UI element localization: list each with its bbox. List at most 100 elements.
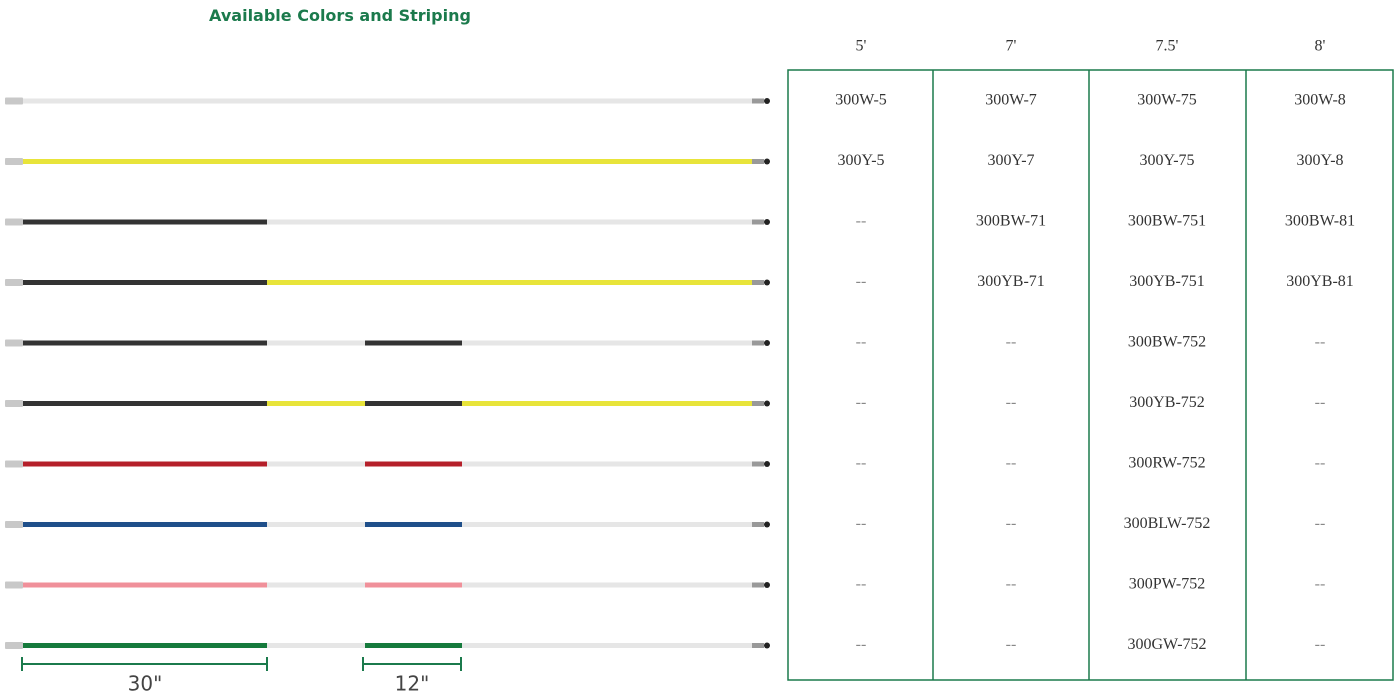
rod-segment bbox=[462, 98, 752, 104]
table-cell: 300Y-5 bbox=[837, 152, 884, 169]
rod-segment bbox=[267, 280, 365, 285]
rod-segment bbox=[23, 582, 267, 588]
rod-tip bbox=[764, 158, 770, 165]
table-cell: -- bbox=[1006, 455, 1017, 472]
rod-tip bbox=[764, 340, 770, 346]
table-cell: -- bbox=[856, 334, 867, 351]
table-cell: -- bbox=[1006, 394, 1017, 411]
title: Available Colors and Striping bbox=[209, 6, 471, 25]
rod-cap bbox=[5, 279, 23, 286]
rod-end bbox=[752, 643, 764, 648]
rod-tip bbox=[764, 642, 770, 649]
table-cell: 300Y-75 bbox=[1139, 152, 1194, 169]
rod-segment bbox=[267, 219, 365, 225]
column-header: 8' bbox=[1315, 38, 1326, 55]
rod-tip bbox=[764, 521, 770, 528]
table-cell: 300GW-752 bbox=[1127, 636, 1206, 653]
rod-end bbox=[752, 582, 764, 588]
rod-segment bbox=[23, 643, 267, 648]
rod-segment bbox=[365, 522, 462, 527]
rod-tip bbox=[764, 400, 770, 407]
table-cell: -- bbox=[1006, 576, 1017, 593]
table-cell: 300RW-752 bbox=[1128, 455, 1205, 472]
rod-segment bbox=[267, 582, 365, 588]
rod-tip bbox=[764, 98, 770, 104]
rod-tip bbox=[764, 279, 770, 286]
rod-cap bbox=[5, 218, 23, 226]
rod-end bbox=[752, 461, 764, 467]
table-cell: -- bbox=[856, 636, 867, 653]
rod-cap bbox=[5, 460, 23, 468]
table-cell: -- bbox=[1315, 394, 1326, 411]
rod-segment bbox=[23, 98, 267, 104]
rod-end bbox=[752, 219, 764, 225]
rod-segment bbox=[23, 340, 267, 346]
rod-segment bbox=[462, 159, 752, 164]
table-cell: -- bbox=[1006, 334, 1017, 351]
rod-segment bbox=[267, 401, 365, 406]
rod-segment bbox=[462, 522, 752, 527]
rod-segment bbox=[267, 643, 365, 648]
rod-segment bbox=[267, 159, 365, 164]
table-cell: 300W-7 bbox=[985, 92, 1037, 109]
table-cell: -- bbox=[1315, 334, 1326, 351]
rod-cap bbox=[5, 97, 23, 105]
table-cell: 300YB-752 bbox=[1129, 394, 1205, 411]
rod-segment bbox=[365, 401, 462, 406]
table-cell: 300Y-7 bbox=[987, 152, 1034, 169]
rod-segment bbox=[23, 401, 267, 406]
column-header: 7' bbox=[1006, 38, 1017, 55]
rod-segment bbox=[267, 461, 365, 467]
rod-segment bbox=[365, 643, 462, 648]
table-cell: -- bbox=[1315, 576, 1326, 593]
rod-segment bbox=[365, 340, 462, 346]
table-cell: 300BLW-752 bbox=[1124, 515, 1211, 532]
table-cell: 300PW-752 bbox=[1129, 576, 1205, 593]
table-cell: 300W-5 bbox=[835, 92, 887, 109]
rod-segment bbox=[462, 219, 752, 225]
rod-tip bbox=[764, 461, 770, 467]
rod-segment bbox=[267, 340, 365, 346]
rod-segment bbox=[462, 643, 752, 648]
table-cell: -- bbox=[1315, 515, 1326, 532]
table-cell: -- bbox=[1006, 636, 1017, 653]
rod-segment bbox=[267, 98, 365, 104]
table-cell: 300YB-81 bbox=[1286, 273, 1354, 290]
table-cell: 300Y-8 bbox=[1296, 152, 1343, 169]
table-cell: -- bbox=[1315, 455, 1326, 472]
rod-end bbox=[752, 401, 764, 406]
table-cell: 300YB-751 bbox=[1129, 273, 1205, 290]
rod-segment bbox=[23, 219, 267, 225]
rod-segment bbox=[462, 340, 752, 346]
rod-tip bbox=[764, 582, 770, 588]
rod-end bbox=[752, 522, 764, 527]
table-cell: -- bbox=[856, 515, 867, 532]
rod-segment bbox=[267, 522, 365, 527]
column-header: 7.5' bbox=[1156, 38, 1179, 55]
rod-cap bbox=[5, 521, 23, 528]
rod-segment bbox=[365, 582, 462, 588]
table-cell: -- bbox=[1006, 515, 1017, 532]
rod-segment bbox=[365, 98, 462, 104]
column-header: 5' bbox=[856, 38, 867, 55]
table-cell: -- bbox=[856, 273, 867, 290]
table-cell: -- bbox=[1315, 636, 1326, 653]
table-cell: 300YB-71 bbox=[977, 273, 1045, 290]
rod-segment bbox=[365, 461, 462, 467]
rod-segment bbox=[462, 401, 752, 406]
dimension-marks bbox=[21, 657, 462, 671]
rod-end bbox=[752, 280, 764, 285]
rod-end bbox=[752, 340, 764, 346]
rod-segment bbox=[365, 280, 462, 285]
rod-segment bbox=[23, 159, 267, 164]
table-cell: -- bbox=[856, 213, 867, 230]
rod-tip bbox=[764, 219, 770, 225]
table-cell: 300BW-751 bbox=[1128, 213, 1206, 230]
table-cell: 300W-8 bbox=[1294, 92, 1346, 109]
table-cell: 300BW-81 bbox=[1285, 213, 1355, 230]
rod-end bbox=[752, 98, 764, 104]
dimension-label: 30" bbox=[128, 672, 163, 696]
rod-segment bbox=[462, 582, 752, 588]
rod-cap bbox=[5, 581, 23, 589]
